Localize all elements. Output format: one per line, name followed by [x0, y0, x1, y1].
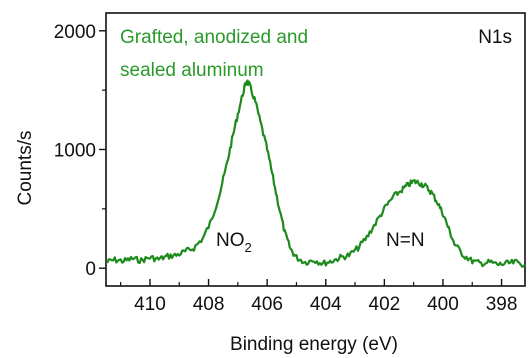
spectrum-line	[106, 79, 526, 268]
peak-label-nn: N=N	[386, 230, 425, 251]
y-tick-label: 1000	[54, 141, 96, 162]
x-tick-label: 410	[134, 294, 166, 315]
x-tick-label: 398	[486, 294, 518, 315]
plot-frame	[105, 12, 526, 287]
peak-label-no2: NO2	[216, 230, 252, 255]
y-tick-label: 0	[85, 259, 96, 280]
ticks-layer: 410 408 406 404 402 400 398 0 1000 2000	[54, 22, 518, 315]
peak-label-no2-main: NO	[216, 230, 245, 251]
data-layer	[106, 79, 526, 268]
x-axis-title: Binding energy (eV)	[230, 334, 398, 355]
peak-label-no2-subscript: 2	[245, 240, 252, 255]
x-tick-label: 404	[310, 294, 342, 315]
x-tick-label: 400	[427, 294, 459, 315]
region-label-n1s: N1s	[478, 27, 512, 48]
x-tick-label: 406	[251, 294, 283, 315]
x-tick-label: 408	[193, 294, 225, 315]
x-tick-label: 402	[369, 294, 401, 315]
sample-label-line2: sealed aluminum	[120, 60, 264, 81]
y-tick-label: 2000	[54, 22, 96, 43]
y-axis-title: Counts/s	[15, 131, 36, 206]
sample-label-line1: Grafted, anodized and	[120, 27, 308, 48]
plot-area-border	[105, 12, 526, 287]
